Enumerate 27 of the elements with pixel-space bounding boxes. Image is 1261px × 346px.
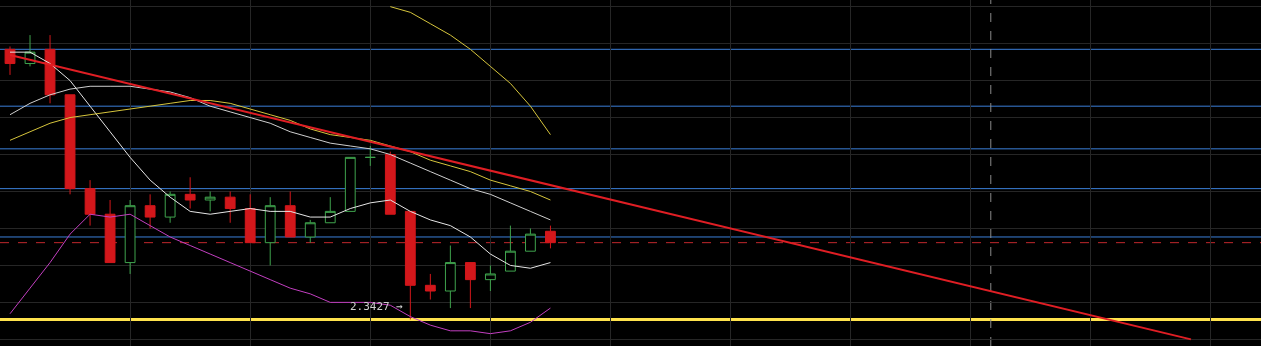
candlestick <box>404 210 416 320</box>
candlestick <box>505 225 516 272</box>
candlestick <box>364 145 376 167</box>
candlestick <box>264 196 276 266</box>
candlestick <box>104 199 116 264</box>
candlestick <box>204 190 216 212</box>
candlestick <box>484 264 496 292</box>
candlestick <box>525 227 536 252</box>
candlestick <box>464 262 476 309</box>
candlestick <box>244 193 256 244</box>
candlestick <box>284 190 296 238</box>
candlestick <box>384 151 396 215</box>
candlestick <box>304 219 316 244</box>
candlestick <box>444 245 456 309</box>
candlestick <box>84 179 96 227</box>
candlestick <box>424 273 436 301</box>
candlestick <box>44 34 56 104</box>
candlestick <box>344 156 356 212</box>
candlestick <box>124 199 136 275</box>
candlestick <box>64 94 76 195</box>
candlestick <box>224 190 236 224</box>
candlestick <box>4 45 16 76</box>
candlestick <box>545 225 556 249</box>
candlestick <box>164 190 176 224</box>
candlestick <box>144 193 156 229</box>
ref-line-label: 2.3427 → <box>350 300 404 313</box>
candlestick <box>184 176 196 210</box>
